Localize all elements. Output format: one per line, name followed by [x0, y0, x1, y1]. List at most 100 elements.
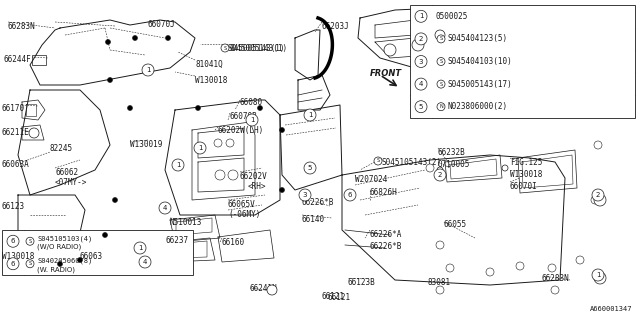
Circle shape: [215, 170, 225, 180]
Circle shape: [437, 35, 445, 43]
Text: W130018: W130018: [2, 252, 35, 261]
Circle shape: [548, 264, 556, 272]
Circle shape: [134, 242, 146, 254]
Text: 66826H: 66826H: [370, 188, 397, 197]
Circle shape: [516, 262, 524, 270]
Circle shape: [594, 141, 602, 149]
Text: 2: 2: [419, 36, 423, 42]
Circle shape: [426, 164, 434, 172]
Text: 66065V: 66065V: [228, 200, 256, 209]
Circle shape: [415, 101, 427, 113]
Circle shape: [159, 202, 171, 214]
Text: S: S: [440, 59, 443, 64]
Text: 66202V: 66202V: [240, 172, 268, 181]
Text: W130018: W130018: [195, 76, 227, 85]
Text: 1: 1: [250, 117, 254, 123]
Text: 66170: 66170: [2, 104, 25, 113]
Circle shape: [29, 128, 39, 138]
Text: 1: 1: [308, 112, 312, 118]
Circle shape: [594, 272, 606, 284]
Text: 4: 4: [163, 205, 167, 211]
Circle shape: [592, 269, 604, 281]
Text: 66123B: 66123B: [348, 278, 376, 287]
Circle shape: [435, 30, 445, 40]
Text: W207024: W207024: [355, 175, 387, 184]
Circle shape: [26, 260, 34, 268]
Circle shape: [58, 261, 63, 267]
Text: 4: 4: [419, 81, 423, 87]
Circle shape: [592, 189, 604, 201]
Text: S: S: [28, 261, 31, 266]
Text: S: S: [223, 45, 227, 51]
Circle shape: [591, 196, 599, 204]
Text: S040205060(8): S040205060(8): [37, 258, 92, 264]
Circle shape: [166, 36, 170, 41]
Text: 66226*B: 66226*B: [302, 198, 334, 207]
Text: 1: 1: [146, 67, 150, 73]
Text: 2: 2: [596, 192, 600, 198]
Text: 66226*B: 66226*B: [370, 242, 403, 251]
Circle shape: [446, 264, 454, 272]
Circle shape: [412, 39, 424, 51]
Circle shape: [304, 162, 316, 174]
Circle shape: [576, 256, 584, 264]
Text: N510013: N510013: [170, 218, 202, 227]
Text: 66226*A: 66226*A: [370, 230, 403, 239]
Text: N: N: [439, 104, 443, 109]
Circle shape: [551, 286, 559, 294]
Text: S: S: [440, 82, 443, 87]
Circle shape: [172, 159, 184, 171]
Text: 66237: 66237: [166, 236, 189, 245]
Text: 66203J: 66203J: [322, 22, 349, 31]
Circle shape: [436, 286, 444, 294]
Text: 0500025: 0500025: [436, 12, 468, 21]
Circle shape: [102, 233, 108, 237]
Text: 6: 6: [11, 261, 15, 267]
Bar: [32, 55, 46, 65]
Text: 66160: 66160: [222, 238, 245, 247]
Text: S045404103(10): S045404103(10): [447, 57, 512, 66]
Circle shape: [108, 77, 113, 83]
Circle shape: [280, 127, 285, 132]
Circle shape: [434, 169, 446, 181]
Text: 5: 5: [419, 104, 423, 110]
Circle shape: [214, 139, 222, 147]
Circle shape: [436, 241, 444, 249]
Text: S045105103(4): S045105103(4): [37, 235, 92, 242]
Text: 66063A: 66063A: [2, 160, 29, 169]
Circle shape: [437, 167, 443, 173]
Text: 1: 1: [138, 245, 142, 251]
Text: S045005143(1): S045005143(1): [228, 44, 288, 53]
Text: S045404123(5): S045404123(5): [447, 34, 507, 44]
Circle shape: [221, 44, 229, 52]
Circle shape: [7, 258, 19, 270]
Text: 1: 1: [176, 162, 180, 168]
Text: W130018: W130018: [510, 170, 542, 179]
Text: 66283N: 66283N: [542, 274, 570, 283]
Circle shape: [415, 10, 427, 22]
Text: 1: 1: [596, 272, 600, 278]
Circle shape: [195, 106, 200, 110]
Circle shape: [280, 188, 285, 193]
Text: 045005143(1): 045005143(1): [230, 44, 285, 53]
Text: 6: 6: [11, 238, 15, 244]
Text: 3: 3: [303, 192, 307, 198]
Text: S: S: [28, 239, 31, 244]
Text: (W. RADIO): (W. RADIO): [37, 267, 75, 273]
Circle shape: [228, 170, 238, 180]
Text: 66211E: 66211E: [2, 128, 29, 137]
Text: 66244F: 66244F: [4, 55, 32, 64]
Circle shape: [113, 197, 118, 203]
Circle shape: [139, 256, 151, 268]
Text: 5: 5: [308, 165, 312, 171]
Circle shape: [106, 39, 111, 44]
Text: (-06MY): (-06MY): [228, 210, 260, 219]
Bar: [2, 230, 193, 275]
Text: S: S: [440, 36, 443, 41]
Text: 66080: 66080: [240, 98, 263, 107]
Text: (W/O RADIO): (W/O RADIO): [37, 244, 81, 251]
Circle shape: [257, 106, 262, 110]
Text: 66241N: 66241N: [250, 284, 278, 293]
Text: 66140: 66140: [302, 215, 325, 224]
Circle shape: [246, 114, 258, 126]
